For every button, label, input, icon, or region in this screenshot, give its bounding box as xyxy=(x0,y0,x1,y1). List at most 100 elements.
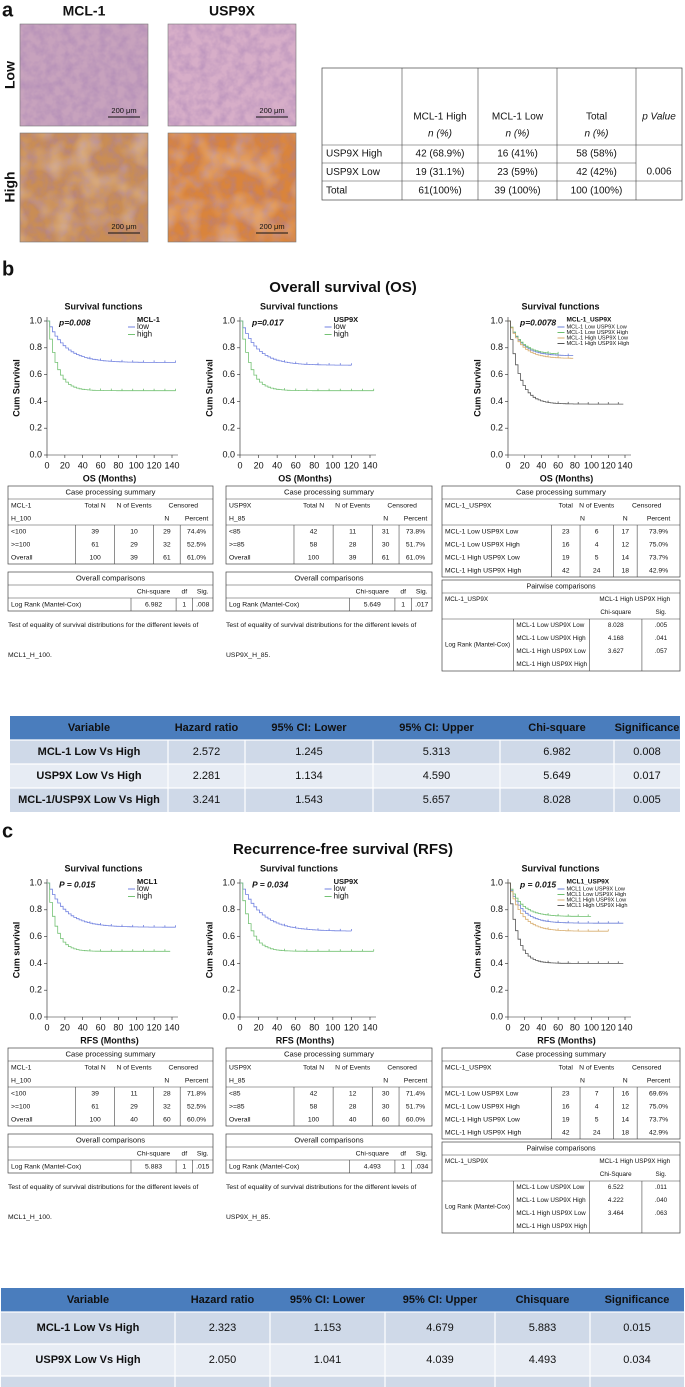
table-cell: N xyxy=(164,515,169,522)
table-cell: USP9X xyxy=(229,502,252,509)
table-cell: 61(100%) xyxy=(418,186,461,197)
table-cell: Chi-square xyxy=(137,1150,170,1157)
table-cell: MCL-1 High USP9X High xyxy=(445,1129,522,1136)
table-cell: 52.5% xyxy=(187,541,206,548)
survival-curve xyxy=(47,882,171,952)
x-tick-label: 60 xyxy=(96,1022,106,1032)
table-cell: MCL-1 High USP9X Low xyxy=(516,648,586,655)
table-note: Test of equality of survival distributio… xyxy=(8,622,198,629)
panel-label: a xyxy=(2,0,14,21)
y-tick-label: 0.2 xyxy=(29,423,42,433)
results-cell: 4.493 xyxy=(529,1354,557,1366)
table-cell: 29 xyxy=(130,541,138,548)
y-tick-label: 0.2 xyxy=(222,985,235,995)
y-tick-label: 0.2 xyxy=(490,985,503,995)
y-axis-title: Cum Survival xyxy=(204,359,214,417)
table-cell: Sig. xyxy=(656,609,667,616)
results-cell: 4.039 xyxy=(426,1354,454,1366)
table-cell: MCL-1 High USP9X High xyxy=(516,1223,587,1230)
x-tick-label: 20 xyxy=(520,1022,530,1032)
results-header: 95% CI: Lower xyxy=(290,1294,366,1306)
table-cell: MCL-1_USP9X xyxy=(445,1158,489,1165)
p-value: p=0.017 xyxy=(251,317,285,327)
table-cell: df xyxy=(400,588,406,595)
table-title: Case processing summary xyxy=(516,1050,606,1059)
table-cell: <100 xyxy=(11,528,27,535)
survival-curve xyxy=(508,320,624,405)
y-tick-label: 1.0 xyxy=(222,877,235,887)
results-cell: 4.679 xyxy=(426,1322,454,1334)
x-tick-label: 20 xyxy=(60,460,70,470)
table-cell: MCL-1 xyxy=(11,1064,32,1071)
table-cell: Total N xyxy=(303,1064,324,1071)
table-cell: 61.0% xyxy=(187,554,206,561)
table-cell: .063 xyxy=(655,1210,668,1217)
results-cell: MCL-1 Low Vs High xyxy=(38,746,141,758)
x-tick-label: 120 xyxy=(344,1022,359,1032)
x-axis-title: OS (Months) xyxy=(278,473,332,483)
table-cell: Overall xyxy=(229,554,251,561)
table-border xyxy=(7,1133,214,1174)
table-cell: 30 xyxy=(382,541,390,548)
micrograph-texture xyxy=(20,133,148,242)
results-cell: MCL-1/USP9X Low Vs High xyxy=(18,794,160,806)
table-cell: Total xyxy=(559,502,574,509)
survival-curve xyxy=(240,320,352,366)
table-cell: 11 xyxy=(349,528,356,535)
table-cell: H_100 xyxy=(11,1077,31,1084)
table-cell: 61.0% xyxy=(406,554,425,561)
results-header: Significance xyxy=(605,1294,670,1306)
y-tick-label: 0.6 xyxy=(222,369,235,379)
x-tick-label: 80 xyxy=(113,460,123,470)
table-cell: Log Rank (Mantel-Cox) xyxy=(229,601,299,608)
x-axis-title: OS (Months) xyxy=(83,473,137,483)
x-tick-label: 0 xyxy=(44,460,49,470)
y-tick-label: 0.6 xyxy=(29,369,42,379)
table-cell: MCL-1 High USP9X Low xyxy=(445,554,520,561)
results-cell: 1.245 xyxy=(295,746,323,758)
table-title: Pairwise comparisons xyxy=(527,1144,596,1152)
legend-title: MCL-1 xyxy=(137,315,160,324)
table-cell: N xyxy=(164,1077,169,1084)
table-header: Total xyxy=(586,112,607,123)
table-cell: 100 xyxy=(89,554,101,561)
x-axis-title: RFS (Months) xyxy=(80,1035,139,1045)
results-cell: USP9X Low Vs High xyxy=(36,770,141,782)
table-cell: Total xyxy=(326,186,347,197)
x-tick-label: 0 xyxy=(505,460,510,470)
table-cell: 3.627 xyxy=(608,648,624,655)
micrograph-texture xyxy=(168,133,296,242)
x-tick-label: 0 xyxy=(505,1022,510,1032)
legend-label: low xyxy=(137,884,149,893)
results-header: Chisquare xyxy=(516,1294,570,1306)
table-cell: 11 xyxy=(131,1090,138,1097)
results-cell: 5.657 xyxy=(423,794,451,806)
table-cell: N of Events xyxy=(117,1064,153,1071)
results-cell: USP9X Low Vs High xyxy=(35,1354,140,1366)
table-cell: 5.883 xyxy=(145,1163,162,1170)
table-header: MCL-1 High xyxy=(413,112,466,123)
y-tick-label: 0.0 xyxy=(222,1011,235,1021)
table-cell: .011 xyxy=(655,1184,667,1191)
table-cell: 23 xyxy=(562,1090,570,1097)
table-cell: MCL-1 High USP9X High xyxy=(599,596,670,603)
legend-label: MCL-1 Low USP9X High xyxy=(567,330,629,336)
table-cell: 61 xyxy=(91,1103,99,1110)
table-cell: <85 xyxy=(229,1090,241,1097)
results-header: 95% CI: Upper xyxy=(399,722,474,734)
results-cell: MCL-1/USP9X Low Vs High xyxy=(17,1386,159,1387)
table-cell: 19 (31.1%) xyxy=(416,167,465,178)
panel-title: Overall survival (OS) xyxy=(269,279,417,296)
legend-label: MCL1 High USP9X Low xyxy=(567,897,628,903)
y-axis-title: Cum Survival xyxy=(11,359,21,417)
x-tick-label: 0 xyxy=(237,1022,242,1032)
table-cell: MCL-1 Low USP9X High xyxy=(445,1103,520,1110)
table-cell: 73.7% xyxy=(649,554,668,561)
survival-curve xyxy=(47,882,176,928)
plot-title: Survival functions xyxy=(64,301,142,311)
table-cell: Censored xyxy=(169,1064,199,1071)
table-cell: 30 xyxy=(382,1090,390,1097)
row-label: High xyxy=(2,171,18,202)
x-axis-title: OS (Months) xyxy=(540,473,594,483)
y-tick-label: 0.2 xyxy=(490,423,503,433)
